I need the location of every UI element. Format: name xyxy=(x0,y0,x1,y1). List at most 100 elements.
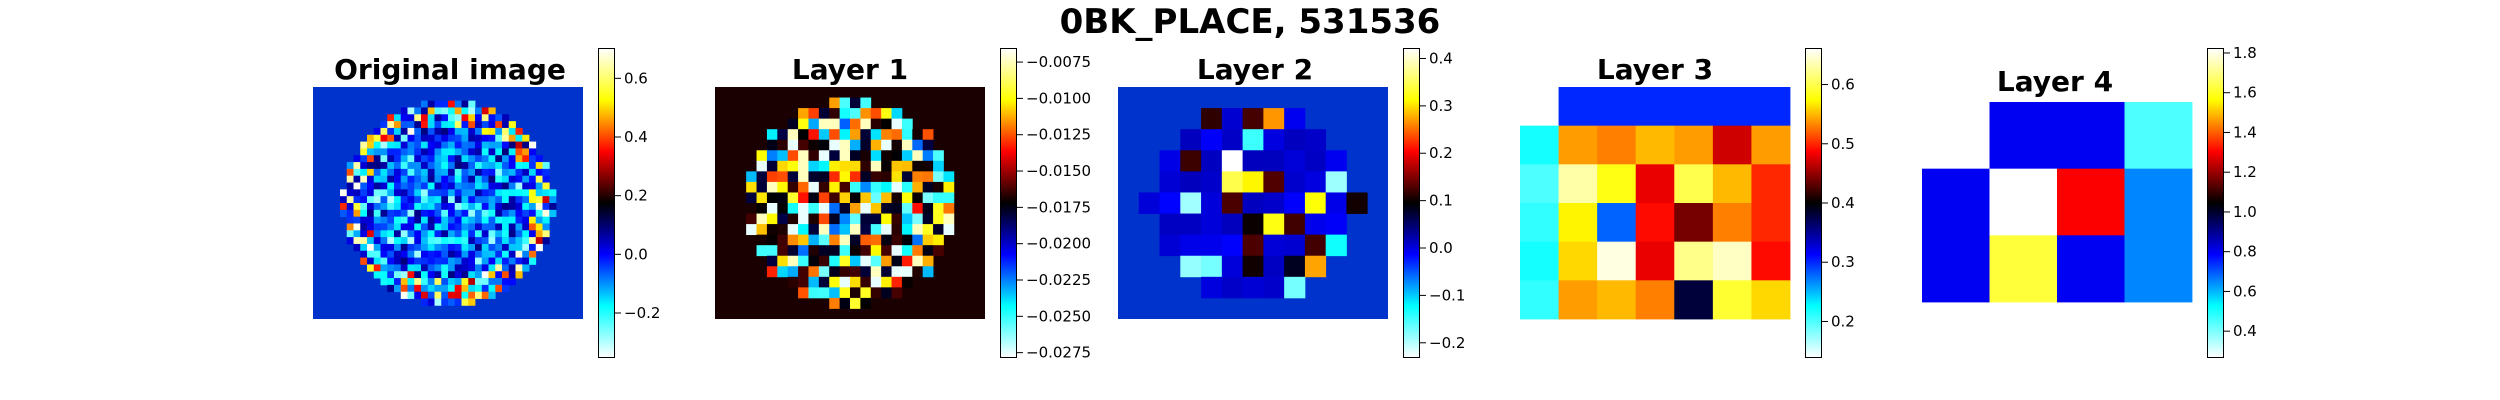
heatmap-cell xyxy=(468,148,476,156)
heatmap-cell xyxy=(488,196,496,204)
heatmap-cell xyxy=(475,141,483,149)
heatmap-cell xyxy=(367,209,375,218)
heatmap-cell xyxy=(1325,234,1347,257)
heatmap-cell xyxy=(407,148,415,156)
heatmap-cell xyxy=(475,250,483,258)
colorbar-scale xyxy=(598,48,615,358)
heatmap-cell xyxy=(1180,192,1202,214)
heatmap-cell xyxy=(746,203,757,214)
heatmap-cell xyxy=(400,134,408,142)
heatmap-cell xyxy=(387,257,395,265)
heatmap-cell xyxy=(434,271,442,279)
heatmap-cell xyxy=(1159,171,1181,193)
heatmap-cell xyxy=(881,150,892,162)
heatmap-cell xyxy=(461,250,469,258)
heatmap-cell xyxy=(881,171,892,183)
heatmap-cell xyxy=(407,127,415,136)
colorbar-scale xyxy=(1000,48,1017,358)
heatmap-cell xyxy=(421,168,429,177)
heatmap-cell xyxy=(380,223,388,231)
heatmap-cell xyxy=(414,134,422,142)
heatmap-cell xyxy=(367,182,375,190)
heatmap-cell xyxy=(481,257,489,265)
heatmap-cell xyxy=(407,121,415,129)
colorbar-tick-label: 0.4 xyxy=(1429,49,1453,67)
heatmap-cell xyxy=(468,127,476,136)
heatmap-cell xyxy=(808,234,820,246)
heatmap-cell xyxy=(529,216,537,224)
heatmap-cell xyxy=(380,250,388,258)
heatmap-cell xyxy=(891,118,903,130)
heatmap-cell xyxy=(495,223,503,231)
heatmap-cell xyxy=(394,196,402,204)
heatmap-cell xyxy=(468,257,476,265)
heatmap-cell xyxy=(414,114,422,122)
heatmap-cell xyxy=(839,276,851,288)
heatmap-cell xyxy=(870,287,882,299)
heatmap-cell xyxy=(535,182,543,190)
heatmap-cell xyxy=(448,264,456,272)
heatmap-cell xyxy=(387,175,395,183)
heatmap-cell xyxy=(394,209,402,218)
heatmap-cell xyxy=(367,223,375,231)
heatmap-cell xyxy=(400,189,408,197)
heatmap-cell xyxy=(427,230,435,238)
heatmap-cell xyxy=(380,155,388,163)
heatmap-cell xyxy=(542,223,550,231)
colorbar-tick-label: 1.0 xyxy=(2233,203,2257,221)
colorbar-tick-label: 0.5 xyxy=(1831,135,1855,153)
heatmap-cell xyxy=(1325,192,1347,214)
heatmap-cell xyxy=(502,182,510,190)
heatmap-cell xyxy=(427,243,435,252)
heatmap-cell xyxy=(1221,276,1244,299)
heatmap-cell xyxy=(448,237,456,245)
heatmap-cell xyxy=(881,245,892,257)
heatmap-cell xyxy=(1263,129,1285,151)
heatmap-cell xyxy=(488,107,496,115)
heatmap-cell xyxy=(427,155,435,163)
heatmap-cell xyxy=(746,192,757,204)
colorbar-layer-3: 0.2 0.3 0.4 0.5 0.6 xyxy=(1805,48,1855,358)
heatmap-cell xyxy=(407,216,415,224)
heatmap-cell xyxy=(850,129,861,141)
heatmap-cell xyxy=(901,192,913,204)
heatmap-cell xyxy=(481,223,489,231)
heatmap-cell xyxy=(367,250,375,258)
heatmap-cell xyxy=(1263,171,1285,193)
heatmap-cell xyxy=(468,121,476,129)
heatmap-cell xyxy=(448,203,456,211)
heatmap-cell xyxy=(421,203,429,211)
heatmap-cell xyxy=(400,223,408,231)
heatmap-cell xyxy=(912,192,924,204)
heatmap-cell xyxy=(891,245,903,257)
heatmap-cell xyxy=(468,230,476,238)
heatmap-cell xyxy=(535,209,543,218)
heatmap-cell xyxy=(850,297,861,309)
heatmap-cell xyxy=(860,160,872,172)
heatmap-cell xyxy=(400,127,408,136)
heatmap-cell xyxy=(850,171,861,183)
heatmap-cell xyxy=(387,278,395,286)
heatmap-cell xyxy=(798,108,809,120)
heatmap-cell xyxy=(1201,150,1223,172)
heatmap-cell xyxy=(394,223,402,231)
heatmap-cell xyxy=(407,175,415,183)
heatmap-cell xyxy=(1304,234,1327,257)
heatmap-cell xyxy=(481,127,489,136)
heatmap-cell xyxy=(529,162,537,170)
heatmap-cell xyxy=(1201,129,1223,151)
heatmap-cell xyxy=(421,121,429,129)
heatmap-cell xyxy=(360,155,368,163)
heatmap-cell xyxy=(495,127,503,136)
heatmap-cell xyxy=(901,203,913,214)
heatmap-cell xyxy=(373,264,381,272)
heatmap-cell xyxy=(502,114,510,122)
heatmap-cell xyxy=(461,134,469,142)
heatmap-cell xyxy=(766,171,778,183)
heatmap-cell xyxy=(870,129,882,141)
heatmap-cell xyxy=(922,171,934,183)
heatmap-cell xyxy=(529,182,537,190)
heatmap-cell xyxy=(441,264,449,272)
colorbar-scale xyxy=(1805,48,1822,358)
heatmap-cell xyxy=(380,230,388,238)
